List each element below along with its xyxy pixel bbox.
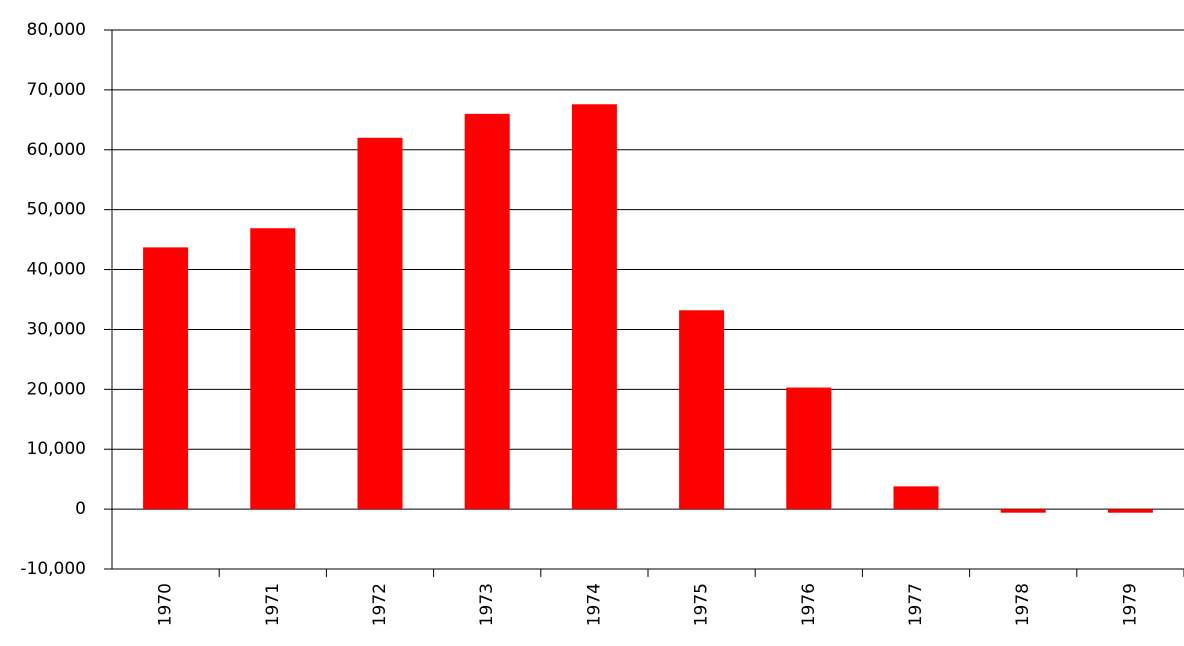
- x-tick-label: 1971: [263, 583, 283, 626]
- x-tick-label: 1978: [1013, 583, 1033, 626]
- y-tick-label: 60,000: [27, 140, 86, 160]
- x-tick-label: 1976: [799, 583, 819, 626]
- bar: [893, 486, 939, 510]
- x-tick-label: 1974: [584, 583, 604, 626]
- y-tick-label: 50,000: [27, 200, 86, 220]
- x-tick-label: 1973: [477, 583, 497, 626]
- x-tick-label: 1970: [156, 583, 176, 626]
- y-tick-label: -10,000: [20, 559, 86, 579]
- y-tick-label: 80,000: [27, 20, 86, 40]
- x-tick-label: 1977: [906, 583, 926, 626]
- bar: [250, 228, 296, 510]
- bar: [786, 387, 832, 510]
- bar: [357, 137, 403, 510]
- y-tick-label: 70,000: [27, 80, 86, 100]
- y-tick-label: 10,000: [27, 439, 86, 459]
- bar: [571, 104, 617, 510]
- bar: [1107, 509, 1153, 513]
- y-tick-label: 30,000: [27, 319, 86, 339]
- y-tick-label: 20,000: [27, 379, 86, 399]
- bar: [464, 113, 510, 510]
- x-tick-label: 1975: [692, 583, 712, 626]
- bar: [679, 310, 725, 510]
- y-tick-label: 0: [75, 499, 86, 519]
- bar: [1000, 509, 1046, 513]
- x-tick-label: 1972: [370, 583, 390, 626]
- bar: [143, 247, 189, 510]
- y-tick-label: 40,000: [27, 260, 86, 280]
- x-tick-label: 1979: [1120, 583, 1140, 626]
